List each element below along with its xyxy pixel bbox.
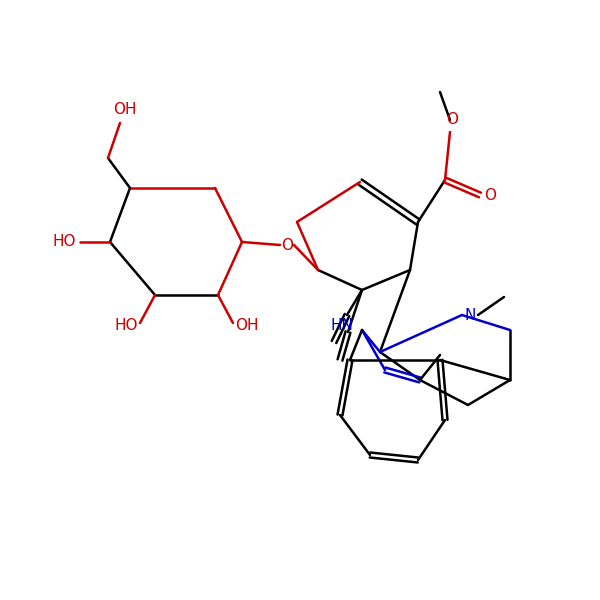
Text: HO: HO <box>114 317 138 332</box>
Text: OH: OH <box>235 317 259 332</box>
Text: O: O <box>446 113 458 127</box>
Text: HO: HO <box>52 235 76 250</box>
Text: O: O <box>281 238 293 253</box>
Text: HN: HN <box>331 317 353 332</box>
Text: O: O <box>484 187 496 202</box>
Text: OH: OH <box>113 101 137 116</box>
Text: N: N <box>464 307 476 323</box>
